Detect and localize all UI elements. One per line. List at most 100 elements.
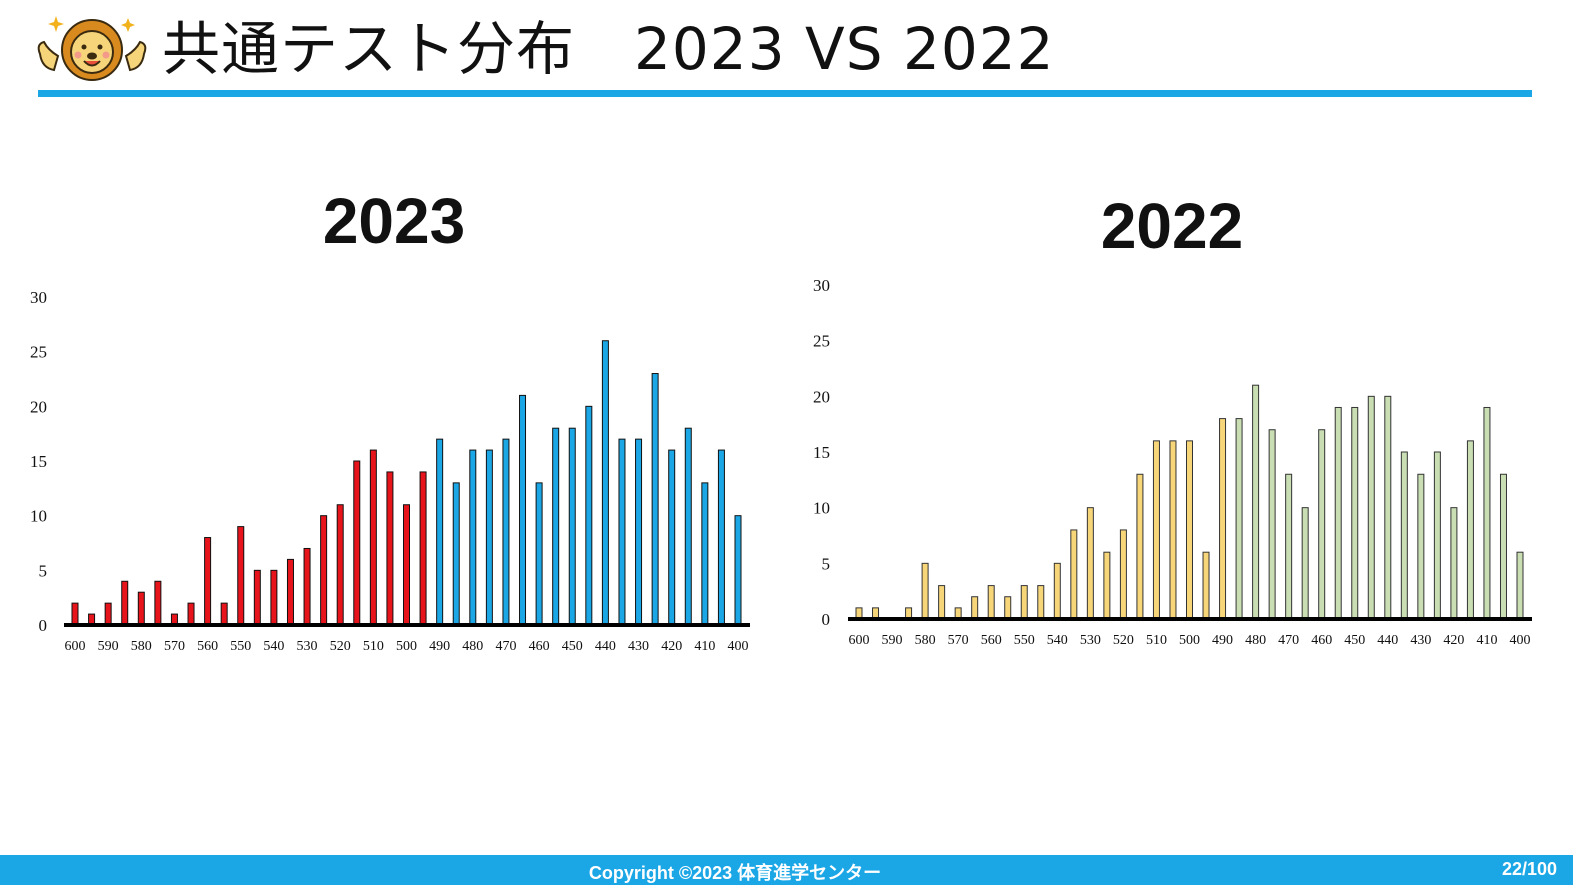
- x-tick-label: 440: [1377, 633, 1398, 648]
- x-tick-label: 470: [1278, 633, 1299, 648]
- bar: [1020, 585, 1028, 620]
- bar: [1285, 473, 1293, 620]
- bar: [419, 471, 427, 626]
- bar: [635, 438, 643, 626]
- x-tick-label: 580: [131, 639, 152, 654]
- bar: [253, 569, 261, 626]
- y-tick-label: 5: [39, 561, 48, 580]
- bar: [921, 562, 929, 620]
- x-tick-label: 550: [230, 639, 251, 654]
- x-tick-label: 600: [65, 639, 86, 654]
- bar: [71, 602, 79, 626]
- y-tick-label: 15: [813, 443, 830, 462]
- bar: [1136, 473, 1144, 620]
- x-tick-label: 510: [363, 639, 384, 654]
- x-tick-label: 550: [1014, 633, 1035, 648]
- bar: [987, 585, 995, 620]
- bar: [1499, 473, 1507, 620]
- bar: [137, 591, 145, 626]
- x-tick-label: 600: [849, 633, 870, 648]
- x-tick-label: 570: [948, 633, 969, 648]
- x-tick-label: 570: [164, 639, 185, 654]
- y-tick-label: 30: [30, 288, 47, 307]
- bar: [1466, 440, 1474, 620]
- bar: [1268, 429, 1276, 620]
- x-tick-label: 500: [1179, 633, 1200, 648]
- bar: [1483, 406, 1491, 620]
- page-title: 共通テスト分布 2023 VS 2022: [162, 15, 1055, 83]
- x-tick-label: 540: [1047, 633, 1068, 648]
- bar: [1086, 507, 1094, 620]
- bar: [684, 427, 692, 626]
- x-tick-label: 480: [1245, 633, 1266, 648]
- x-tick-label: 520: [1113, 633, 1134, 648]
- copyright-text: Copyright ©2023 体育進学センター: [588, 863, 882, 883]
- bar: [1400, 451, 1408, 620]
- x-tick-label: 490: [429, 639, 450, 654]
- x-tick-label: 400: [728, 639, 749, 654]
- bar: [1053, 562, 1061, 620]
- bar: [320, 515, 328, 626]
- bar: [204, 537, 212, 626]
- bar: [369, 449, 377, 626]
- bar: [585, 405, 593, 626]
- bar: [469, 449, 477, 626]
- x-tick-label: 590: [98, 639, 119, 654]
- bar: [303, 547, 311, 626]
- x-tick-label: 530: [1080, 633, 1101, 648]
- y-tick-label: 20: [30, 397, 47, 416]
- bar: [1070, 529, 1078, 620]
- bar: [1318, 429, 1326, 620]
- x-tick-label: 410: [1476, 633, 1497, 648]
- x-tick-label: 520: [330, 639, 351, 654]
- bar: [237, 526, 245, 626]
- bar: [1516, 551, 1524, 620]
- chart-title-2023: 2023: [322, 185, 466, 257]
- bar: [485, 449, 493, 626]
- bar: [601, 340, 609, 626]
- y-tick-label: 25: [30, 343, 47, 362]
- y-tick-label: 15: [30, 452, 47, 471]
- bar: [452, 482, 460, 626]
- x-tick-label: 560: [981, 633, 1002, 648]
- bar: [568, 427, 576, 626]
- bar: [1219, 418, 1227, 620]
- bar: [971, 596, 979, 620]
- bar: [270, 569, 278, 626]
- lion-mascot-icon: [37, 16, 147, 81]
- x-tick-label: 490: [1212, 633, 1233, 648]
- bar: [1235, 418, 1243, 620]
- bar: [353, 460, 361, 626]
- bar: [734, 515, 742, 626]
- x-tick-label: 460: [1311, 633, 1332, 648]
- bar: [1037, 585, 1045, 620]
- slide-header: 共通テスト分布 2023 VS 2022: [0, 0, 1573, 100]
- bar: [552, 427, 560, 626]
- bar: [220, 602, 228, 626]
- x-tick-label: 510: [1146, 633, 1167, 648]
- x-tick-label: 420: [1443, 633, 1464, 648]
- x-tick-label: 430: [628, 639, 649, 654]
- bar: [1252, 384, 1260, 620]
- bar: [154, 580, 162, 626]
- bar: [535, 482, 543, 626]
- title-underline: [38, 90, 1532, 97]
- x-tick-label: 440: [595, 639, 616, 654]
- bar: [717, 449, 725, 626]
- bar: [668, 449, 676, 626]
- y-tick-label: 0: [39, 616, 48, 635]
- y-tick-label: 5: [822, 554, 831, 573]
- bar: [651, 373, 659, 626]
- x-tick-label: 450: [1344, 633, 1365, 648]
- chart-title-2022: 2022: [1100, 190, 1244, 262]
- y-tick-label: 30: [813, 276, 830, 295]
- x-tick-label: 470: [495, 639, 516, 654]
- bar: [1152, 440, 1160, 620]
- bar: [1351, 406, 1359, 620]
- x-tick-label: 500: [396, 639, 417, 654]
- y-tick-label: 20: [813, 387, 830, 406]
- bar: [1169, 440, 1177, 620]
- x-tick-label: 580: [915, 633, 936, 648]
